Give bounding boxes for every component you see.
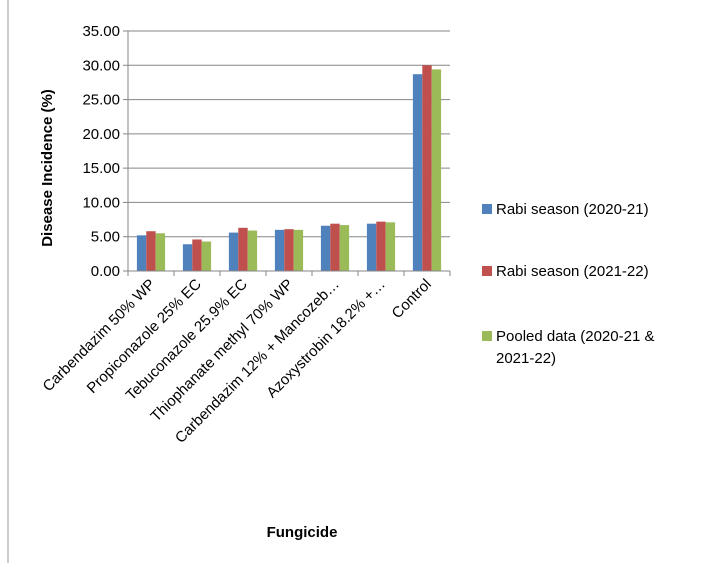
bar-series-3 — [293, 229, 304, 271]
bar-series-1 — [320, 225, 331, 271]
bar-series-3 — [339, 225, 350, 271]
bar-series-1 — [136, 235, 147, 271]
axes — [127, 31, 451, 276]
y-tick-label: 15.00 — [82, 160, 120, 177]
y-tick-label: 5.00 — [91, 229, 120, 246]
bar-series-2 — [284, 229, 294, 271]
bars — [136, 65, 442, 272]
bar-series-3 — [247, 230, 258, 271]
y-tick-labels: 0.00 5.00 10.00 15.00 20.00 25.00 30.00 35.00 — [82, 23, 120, 280]
bar-series-3 — [431, 69, 442, 272]
bar-series-2 — [238, 227, 248, 271]
bar-series-1 — [274, 229, 285, 271]
x-tick-label: Control — [389, 276, 435, 322]
bar-series-1 — [412, 74, 423, 271]
y-axis-title: Disease Incidence (%) — [39, 89, 56, 247]
legend-swatch — [482, 204, 492, 214]
bar-series-1 — [228, 232, 239, 271]
legend: Rabi season (2020-21) Rabi season (2021-2… — [482, 201, 654, 367]
legend-label: Rabi season (2020-21) — [496, 201, 649, 218]
legend-label: Rabi season (2021-22) — [496, 263, 649, 280]
y-tick-label: 20.00 — [82, 126, 120, 143]
legend-swatch — [482, 331, 492, 341]
bar-series-1 — [366, 223, 377, 271]
y-tick-label: 0.00 — [91, 263, 120, 280]
bar-series-2 — [376, 221, 386, 271]
bar-series-2 — [330, 223, 340, 271]
y-tick-label: 10.00 — [82, 194, 120, 211]
gridlines — [123, 30, 450, 272]
bar-series-3 — [201, 241, 212, 271]
bar-series-2 — [192, 239, 202, 271]
x-axis-title: Fungicide — [267, 524, 338, 541]
legend-swatch — [482, 266, 492, 276]
y-tick-label: 30.00 — [82, 57, 120, 74]
bar-series-2 — [422, 65, 432, 272]
x-tick-label: Carbendazim 12% + Mancozeb… — [172, 276, 343, 447]
legend-label: Pooled data (2020-21 & 2021-22) — [496, 328, 654, 367]
bar-series-3 — [155, 233, 166, 271]
bar-series-1 — [182, 244, 193, 271]
bar-series-3 — [385, 222, 396, 271]
bar-series-2 — [146, 231, 156, 271]
y-tick-label: 35.00 — [82, 23, 120, 40]
y-tick-label: 25.00 — [82, 92, 120, 109]
